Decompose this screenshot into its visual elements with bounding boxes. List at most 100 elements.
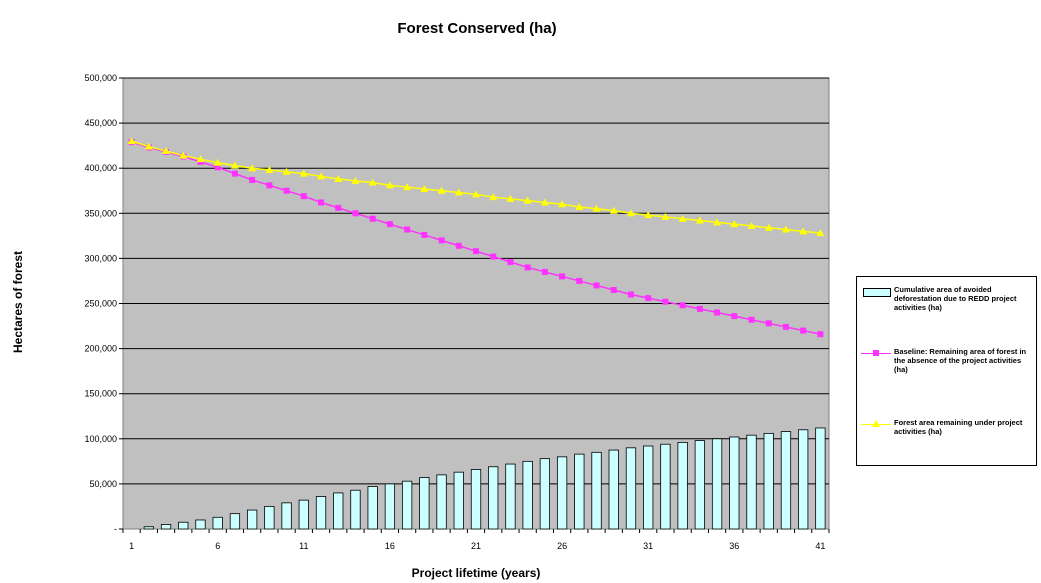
legend-label: Forest area remaining under project acti… — [894, 418, 1023, 436]
bar — [281, 502, 292, 530]
square-marker — [731, 313, 738, 320]
y-tick-label: 100,000 — [84, 434, 117, 444]
triangle-marker — [196, 155, 205, 163]
square-marker — [318, 199, 325, 206]
square-marker — [386, 221, 393, 228]
square-marker — [369, 215, 376, 222]
square-marker — [627, 291, 634, 298]
legend-bar-swatch — [861, 286, 891, 298]
triangle-marker — [213, 158, 222, 166]
square-marker — [404, 226, 411, 233]
triangle-marker — [781, 225, 790, 233]
gridlines — [123, 77, 829, 485]
triangle-marker — [747, 221, 756, 229]
square-marker — [438, 237, 445, 244]
x-tick-label: 36 — [729, 541, 739, 551]
triangle-marker — [351, 176, 360, 184]
y-tick-label: 50,000 — [89, 479, 117, 489]
triangle-marker — [248, 164, 257, 172]
bar — [229, 513, 241, 530]
square-marker — [817, 331, 824, 338]
bar — [298, 499, 309, 530]
triangle-marker — [540, 198, 549, 206]
square-marker — [610, 286, 617, 293]
bar — [522, 460, 533, 530]
triangle-marker — [144, 142, 153, 150]
triangle-marker — [558, 200, 567, 208]
bar — [384, 483, 396, 530]
square-marker — [593, 282, 600, 289]
triangle-marker — [695, 216, 704, 224]
bar-series — [143, 427, 826, 530]
legend-label: Cumulative area of avoided deforestation… — [894, 285, 1017, 312]
bar — [660, 443, 671, 530]
triangle-marker — [179, 151, 188, 159]
bar — [143, 526, 154, 530]
x-tick-label: 1 — [129, 541, 134, 551]
triangle-marker — [489, 193, 498, 201]
bar — [798, 429, 809, 530]
triangle-marker — [523, 196, 532, 204]
square-marker — [765, 320, 772, 327]
triangle-marker — [678, 214, 687, 222]
legend-entry-baseline: Baseline: Remaining area of forest in th… — [861, 347, 1037, 374]
bar — [625, 447, 637, 530]
y-tick-label: 450,000 — [84, 118, 117, 128]
y-tick-label: - — [114, 524, 117, 534]
bar — [212, 516, 223, 530]
triangle-marker — [506, 194, 515, 202]
triangle-marker — [592, 204, 601, 212]
x-tick-label: 21 — [471, 541, 481, 551]
x-tick-label: 11 — [299, 541, 308, 551]
bar — [539, 458, 551, 530]
bar — [195, 519, 206, 530]
bar — [608, 449, 619, 530]
legend-triangle-marker-icon — [861, 419, 891, 431]
square-marker — [335, 204, 342, 211]
triangle-marker — [317, 172, 326, 180]
triangle-marker — [609, 206, 618, 214]
bar — [643, 445, 654, 530]
y-tick-label: 250,000 — [84, 299, 117, 309]
square-marker — [249, 176, 256, 183]
square-marker — [507, 259, 514, 266]
bar — [247, 509, 258, 530]
bar — [401, 480, 413, 530]
bar — [488, 466, 499, 530]
y-tick-label: 500,000 — [84, 73, 117, 83]
bar — [711, 438, 723, 530]
bar — [453, 471, 464, 530]
square-marker — [524, 264, 531, 271]
bar — [419, 477, 430, 530]
x-tick-label: 6 — [215, 541, 220, 551]
square-marker — [748, 316, 755, 323]
triangle-marker — [334, 175, 343, 183]
triangle-marker — [420, 184, 429, 192]
bar — [315, 496, 327, 530]
triangle-marker — [799, 227, 808, 235]
square-marker — [714, 309, 721, 316]
bar — [436, 474, 447, 530]
legend-entry-project: Forest area remaining under project acti… — [861, 418, 1037, 436]
bar — [264, 506, 275, 530]
square-marker — [300, 193, 307, 200]
triangle-marker — [816, 229, 825, 237]
triangle-marker — [764, 223, 773, 231]
line-series — [127, 137, 825, 338]
x-axis: 1 6 11 16 21 26 31 36 41 — [122, 529, 830, 551]
square-marker — [231, 170, 238, 177]
x-tick-label: 41 — [815, 541, 825, 551]
triangle-marker — [626, 209, 635, 217]
square-marker — [266, 182, 273, 189]
triangle-marker — [265, 166, 274, 174]
triangle-marker — [403, 183, 412, 191]
bar — [350, 489, 361, 530]
legend-entry-bars: Cumulative area of avoided deforestation… — [861, 285, 1037, 312]
square-marker — [662, 298, 669, 305]
y-tick-label: 400,000 — [84, 163, 117, 173]
triangle-marker — [162, 147, 171, 155]
square-marker — [782, 323, 789, 330]
bar — [556, 456, 568, 530]
y-tick-label: 200,000 — [84, 344, 117, 354]
x-tick-label: 26 — [557, 541, 567, 551]
